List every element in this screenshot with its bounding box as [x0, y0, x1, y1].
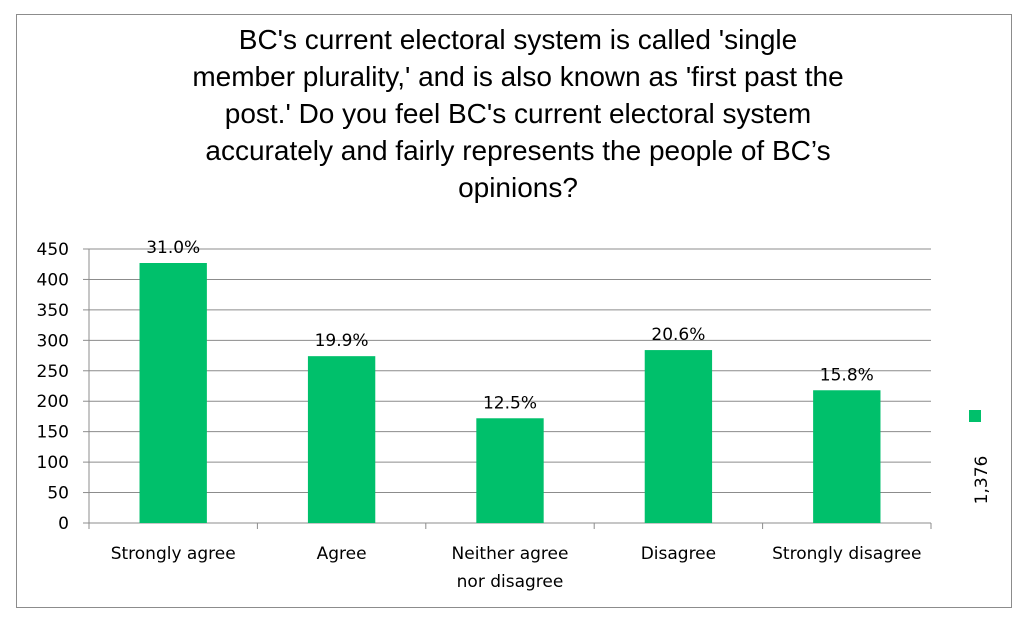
- y-tick-label: 450: [37, 240, 69, 260]
- category-label: Strongly agree: [111, 544, 236, 564]
- y-tick-label: 100: [37, 453, 69, 473]
- y-tick-label: 350: [37, 301, 69, 321]
- data-label: 19.9%: [315, 331, 369, 351]
- legend-swatch: [969, 410, 981, 422]
- bar: [813, 390, 881, 523]
- y-tick-label: 50: [47, 484, 69, 504]
- bar: [476, 418, 544, 523]
- data-label: 20.6%: [651, 325, 705, 345]
- bar: [307, 356, 376, 523]
- data-label: 12.5%: [483, 393, 537, 413]
- category-label: Strongly disagree: [772, 544, 921, 564]
- y-tick-label: 200: [37, 392, 69, 412]
- title-line-4: accurately and fairly represents the peo…: [205, 135, 831, 166]
- y-tick-label: 250: [37, 362, 69, 382]
- category-label: Disagree: [641, 544, 716, 564]
- bar: [644, 350, 713, 523]
- y-tick-label: 300: [37, 331, 69, 351]
- data-label: 15.8%: [820, 365, 874, 385]
- y-tick-label: 150: [37, 423, 69, 443]
- data-label: 31.0%: [146, 238, 200, 258]
- title-line-2: member plurality,' and is also known as …: [192, 61, 844, 92]
- title-line-1: BC's current electoral system is called …: [238, 24, 798, 55]
- category-label: nor disagree: [457, 572, 564, 592]
- title-line-3: post.' Do you feel BC's current electora…: [224, 98, 812, 129]
- y-tick-label: 400: [37, 270, 69, 290]
- title-line-5: opinions?: [458, 172, 578, 203]
- category-label: Agree: [317, 544, 367, 564]
- chart-title: BC's current electoral system is called …: [0, 21, 1036, 206]
- y-tick-label: 0: [58, 514, 69, 534]
- category-label: Neither agree: [452, 544, 569, 564]
- bar: [139, 263, 207, 523]
- legend-label: 1,376: [972, 456, 992, 505]
